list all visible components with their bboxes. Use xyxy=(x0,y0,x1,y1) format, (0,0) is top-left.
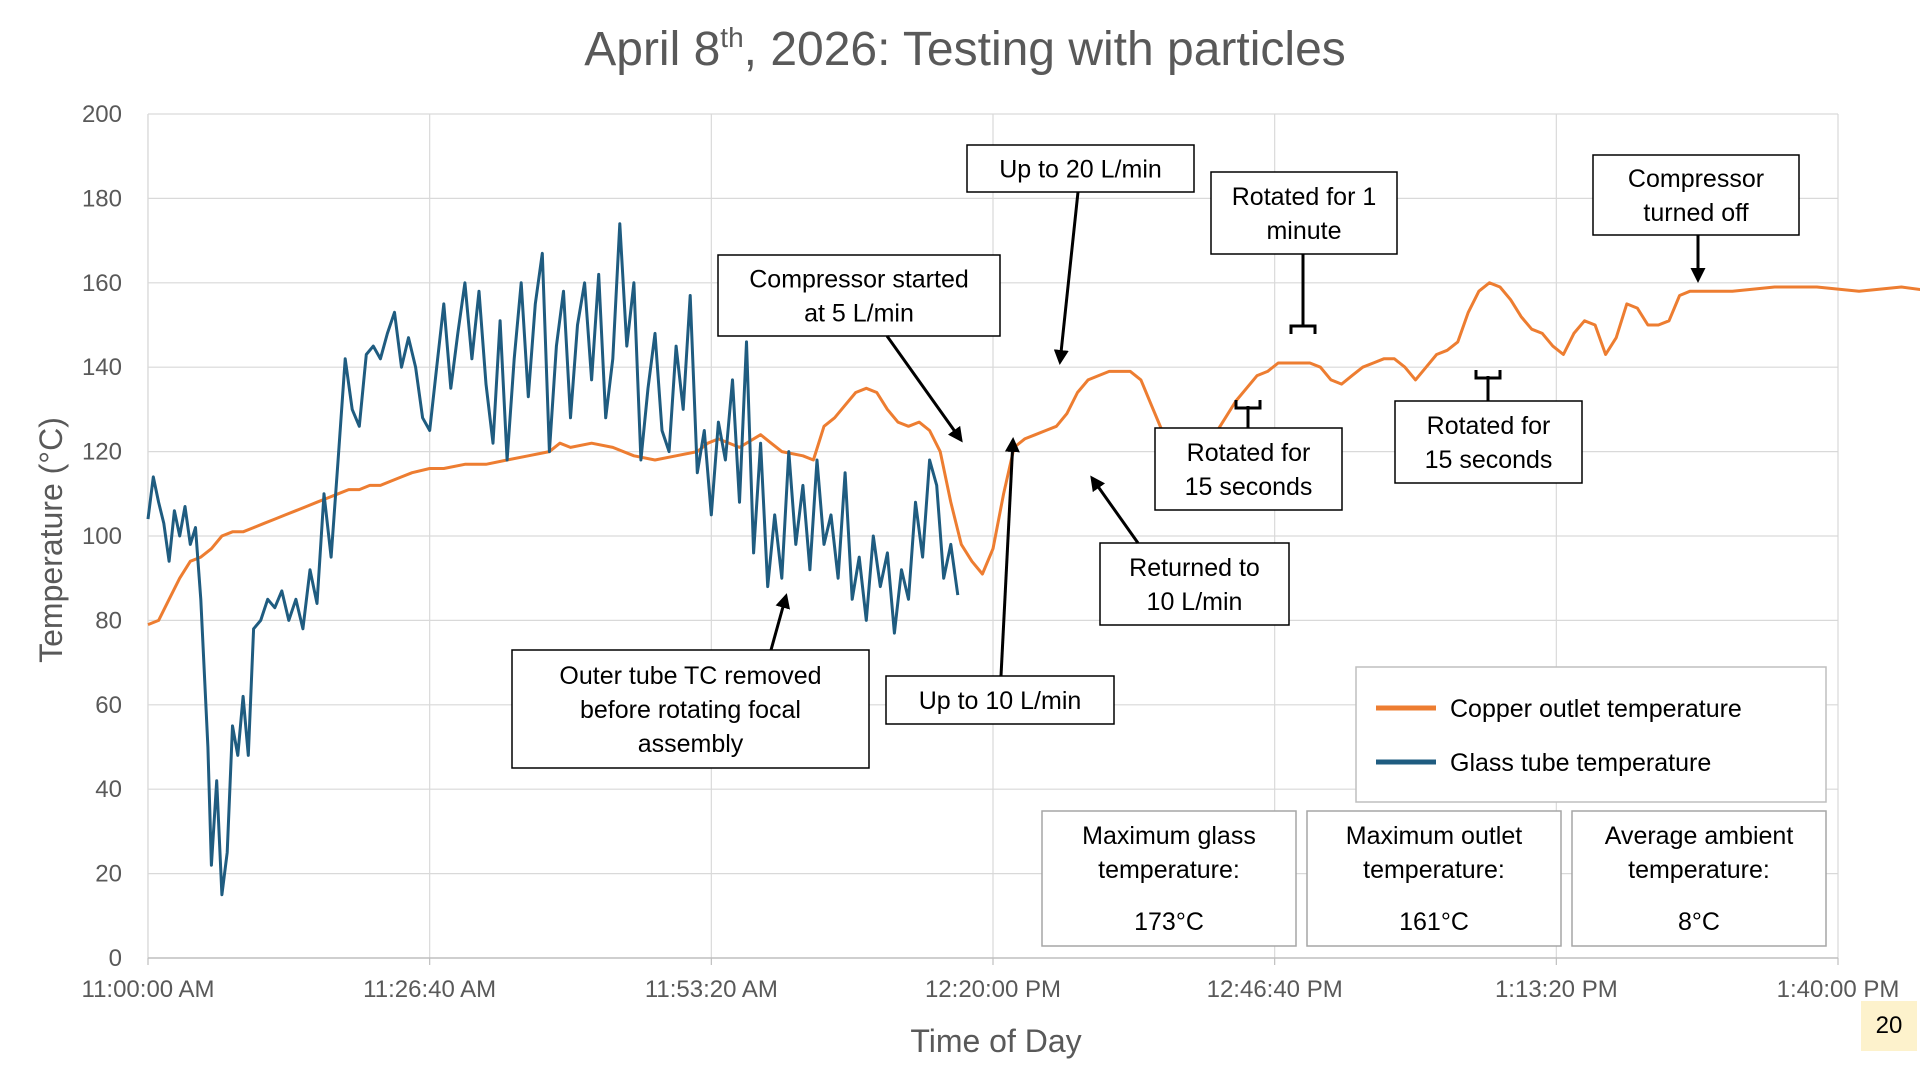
chart-title: April 8th, 2026: Testing with particles xyxy=(584,22,1346,76)
chart-title-sup: th xyxy=(720,22,743,53)
annotation-text: Rotated for xyxy=(1427,412,1551,440)
chart-title-rest: , 2026: Testing with particles xyxy=(744,23,1346,76)
annotation-text: at 5 L/min xyxy=(804,300,914,328)
annotation-text: Rotated for xyxy=(1187,439,1311,467)
series-line-glass-tube xyxy=(146,222,960,897)
x-axis-title: Time of Day xyxy=(910,1023,1081,1059)
stat-value: 173°C xyxy=(1134,908,1204,936)
annotation-text: assembly xyxy=(638,730,744,758)
annotation-arrow xyxy=(769,593,791,651)
annotation-text: Compressor xyxy=(1628,165,1764,193)
y-tick-label: 120 xyxy=(82,439,122,466)
annotation-1: Up to 20 L/min xyxy=(966,144,1195,365)
annotation-text: Up to 20 L/min xyxy=(999,156,1162,184)
slide-number: 20 xyxy=(1861,1001,1917,1051)
y-tick-label: 160 xyxy=(82,270,122,297)
annotations: Up to 20 L/min Rotated for 1 minute Compres… xyxy=(511,144,1800,769)
gridlines xyxy=(147,113,1839,958)
annotation-text: Compressor started xyxy=(749,266,969,294)
x-tick-label: 11:53:20 AM xyxy=(645,976,778,1003)
annotation-text: minute xyxy=(1266,217,1341,245)
stat-label: temperature: xyxy=(1628,856,1770,884)
annotation-text: before rotating focal xyxy=(580,696,801,724)
annotation-box xyxy=(1394,400,1583,484)
annotation-text: Rotated for 1 xyxy=(1232,183,1377,211)
legend-box xyxy=(1355,666,1827,803)
stat-label: Maximum glass xyxy=(1082,822,1256,850)
annotation-text: turned off xyxy=(1643,199,1748,227)
annotation-text: Up to 10 L/min xyxy=(919,687,1082,715)
series-layer xyxy=(146,222,1920,897)
bracket-shape xyxy=(1474,370,1502,380)
annotation-box xyxy=(966,144,1195,193)
annotation-box xyxy=(885,675,1115,725)
x-tick-label: 11:00:00 AM xyxy=(82,976,215,1003)
stat-box-frame xyxy=(1306,810,1562,947)
y-tick-label: 40 xyxy=(95,776,122,803)
annotation-box xyxy=(1099,542,1290,626)
annotation-5: Rotated for 15 seconds xyxy=(1154,400,1343,511)
stat-label: Average ambient xyxy=(1605,822,1794,850)
annotation-text: 15 seconds xyxy=(1185,473,1313,501)
annotation-text: Returned to xyxy=(1129,554,1260,582)
stat-box-1: Maximum glass temperature: 173°C xyxy=(1041,810,1297,947)
stat-label: temperature: xyxy=(1363,856,1505,884)
x-tick-label: 1:40:00 PM xyxy=(1777,976,1900,1003)
y-tick-label: 80 xyxy=(95,607,122,634)
y-tick-label: 0 xyxy=(109,945,122,972)
annotation-arrow xyxy=(1090,475,1140,544)
y-tick-label: 200 xyxy=(82,101,122,128)
annotation-arrow xyxy=(885,335,963,443)
annotation-8: Outer tube TC removed before rotating foc… xyxy=(511,593,870,769)
bracket-shape xyxy=(1289,324,1317,334)
x-tick-label: 1:13:20 PM xyxy=(1495,976,1618,1003)
annotation-2: Rotated for 1 minute xyxy=(1210,171,1398,334)
stat-label: Maximum outlet xyxy=(1346,822,1522,850)
stat-label: temperature: xyxy=(1098,856,1240,884)
y-tick-label: 60 xyxy=(95,692,122,719)
annotation-6: Rotated for 15 seconds xyxy=(1394,370,1583,484)
annotation-text: 15 seconds xyxy=(1425,446,1553,474)
annotation-box xyxy=(1154,427,1343,511)
stat-value: 8°C xyxy=(1678,908,1720,936)
annotation-7: Returned to 10 L/min xyxy=(1090,475,1290,626)
legend-label-glass: Glass tube temperature xyxy=(1450,749,1711,777)
y-tick-label: 140 xyxy=(82,354,122,381)
legend-label-copper: Copper outlet temperature xyxy=(1450,695,1742,723)
annotation-3: Compressor turned off xyxy=(1592,154,1800,283)
x-tick-label: 12:46:40 PM xyxy=(1207,976,1343,1003)
annotation-text: 10 L/min xyxy=(1147,588,1243,616)
annotation-box xyxy=(717,254,1001,337)
chart-title-main: April 8 xyxy=(584,23,720,76)
axes: 0 20 40 60 80 100 120 140 160 180 200 11:00:00 AM 11… xyxy=(82,101,1900,1003)
y-tick-label: 180 xyxy=(82,185,122,212)
x-tick-label: 11:26:40 AM xyxy=(363,976,496,1003)
annotation-box xyxy=(511,649,870,769)
annotation-box xyxy=(1592,154,1800,236)
stat-value: 161°C xyxy=(1399,908,1469,936)
legend: Copper outlet temperature Glass tube tem… xyxy=(1355,666,1827,803)
stat-box-frame xyxy=(1041,810,1297,947)
bracket-shape xyxy=(1234,400,1262,410)
annotation-arrow xyxy=(1053,191,1080,365)
annotation-arrow xyxy=(999,437,1020,677)
stat-box-frame xyxy=(1571,810,1827,947)
annotation-4: Compressor started at 5 L/min xyxy=(717,254,1001,443)
annotation-text: Outer tube TC removed xyxy=(559,662,821,690)
series-line-copper-outlet xyxy=(147,281,1920,626)
annotation-9: Up to 10 L/min xyxy=(885,437,1115,725)
stat-box-2: Maximum outlet temperature: 161°C xyxy=(1306,810,1562,947)
stat-box-3: Average ambient temperature: 8°C xyxy=(1571,810,1827,947)
annotation-box xyxy=(1210,171,1398,255)
y-tick-label: 100 xyxy=(82,523,122,550)
x-tick-label: 12:20:00 PM xyxy=(925,976,1061,1003)
y-axis-title: Temperature (°C) xyxy=(33,417,69,663)
stat-boxes: Maximum glass temperature: 173°C Maximum ou… xyxy=(1041,810,1827,947)
y-tick-label: 20 xyxy=(95,861,122,888)
